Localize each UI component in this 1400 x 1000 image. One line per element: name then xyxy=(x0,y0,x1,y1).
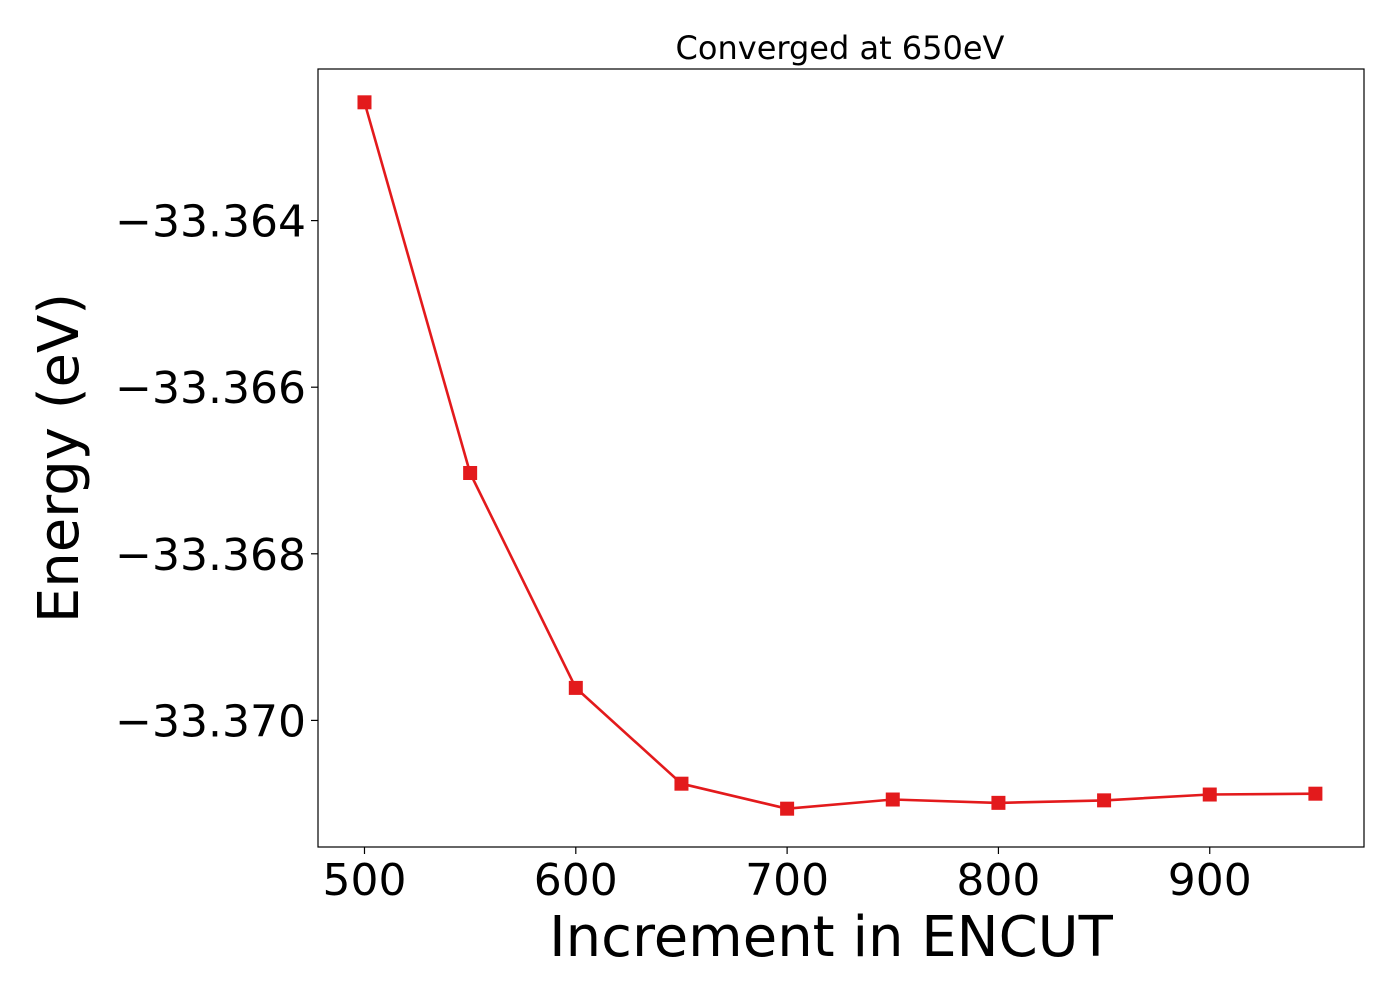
data-point-marker xyxy=(463,465,478,480)
data-point-marker xyxy=(568,680,583,695)
data-point-marker xyxy=(1097,793,1112,808)
y-tick-label: −33.368 xyxy=(115,530,306,581)
data-point-marker xyxy=(357,95,372,110)
data-point-marker xyxy=(780,801,795,816)
y-tick-label: −33.370 xyxy=(115,696,306,747)
data-point-marker xyxy=(885,792,900,807)
series-line xyxy=(363,101,1316,811)
data-point-marker xyxy=(1202,787,1217,802)
x-tick-label: 600 xyxy=(534,855,618,906)
data-point-marker xyxy=(1308,786,1323,801)
plot-frame xyxy=(317,68,1365,848)
data-point-marker xyxy=(674,776,689,791)
series-layer xyxy=(357,95,1323,816)
y-tick-label: −33.366 xyxy=(115,363,306,414)
x-tick-label: 500 xyxy=(322,855,406,906)
x-tick-label: 700 xyxy=(745,855,829,906)
chart-title: Converged at 650eV xyxy=(676,29,1005,67)
data-point-marker xyxy=(991,795,1006,810)
x-tick-label: 900 xyxy=(1168,855,1252,906)
y-tick-label: −33.364 xyxy=(115,197,306,248)
y-axis-label: Energy (eV) xyxy=(27,293,92,623)
x-tick-label: 800 xyxy=(956,855,1040,906)
ticks-layer: 500 600 700 800 900 −33.364 −33.366 −33.368 −33.… xyxy=(115,197,1252,906)
x-axis-label: Increment in ENCUT xyxy=(549,905,1114,970)
